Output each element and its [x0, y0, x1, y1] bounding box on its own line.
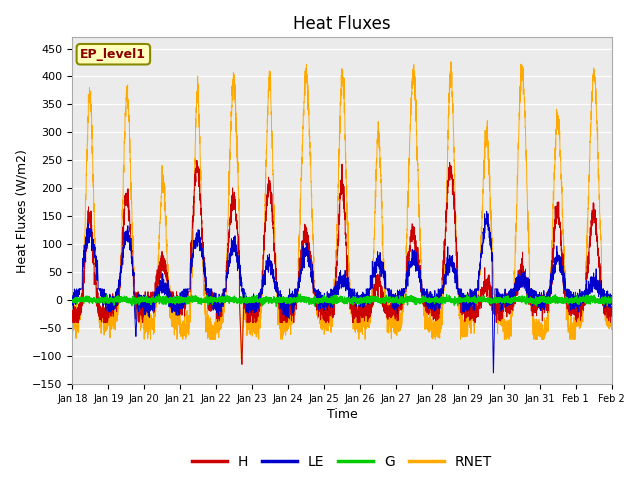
Legend: H, LE, G, RNET: H, LE, G, RNET [186, 449, 497, 474]
G [165, 296, 173, 301]
H [193, 157, 201, 163]
Text: EP_level1: EP_level1 [81, 48, 147, 61]
RNET [607, 315, 615, 321]
LE [433, 300, 440, 306]
Line: RNET: RNET [72, 62, 612, 359]
LE [607, 296, 615, 302]
RNET [237, 356, 245, 362]
G [402, 291, 410, 297]
Y-axis label: Heat Fluxes (W/m2): Heat Fluxes (W/m2) [15, 149, 28, 273]
Line: H: H [72, 160, 612, 364]
G [608, 294, 616, 300]
LE [165, 300, 173, 306]
RNET [68, 305, 76, 311]
G [273, 303, 280, 309]
H [607, 310, 615, 315]
LE [483, 208, 490, 214]
RNET [463, 309, 471, 314]
Line: G: G [72, 294, 612, 306]
G [493, 296, 501, 301]
H [608, 313, 616, 319]
LE [463, 294, 470, 300]
LE [322, 301, 330, 307]
LE [608, 301, 616, 307]
G [322, 296, 330, 301]
H [493, 311, 501, 316]
H [433, 298, 441, 303]
RNET [165, 296, 173, 302]
Title: Heat Fluxes: Heat Fluxes [293, 15, 391, 33]
H [165, 287, 173, 293]
G [68, 299, 76, 305]
RNET [322, 312, 330, 318]
H [322, 307, 330, 313]
LE [493, 294, 501, 300]
RNET [447, 59, 455, 65]
RNET [493, 308, 501, 313]
H [238, 361, 246, 367]
G [433, 297, 441, 303]
Line: LE: LE [72, 211, 612, 373]
X-axis label: Time: Time [326, 408, 357, 421]
LE [68, 297, 76, 302]
G [607, 298, 615, 303]
RNET [433, 324, 441, 330]
RNET [608, 315, 616, 321]
H [68, 317, 76, 323]
G [463, 292, 471, 298]
H [463, 313, 471, 319]
LE [490, 370, 497, 376]
